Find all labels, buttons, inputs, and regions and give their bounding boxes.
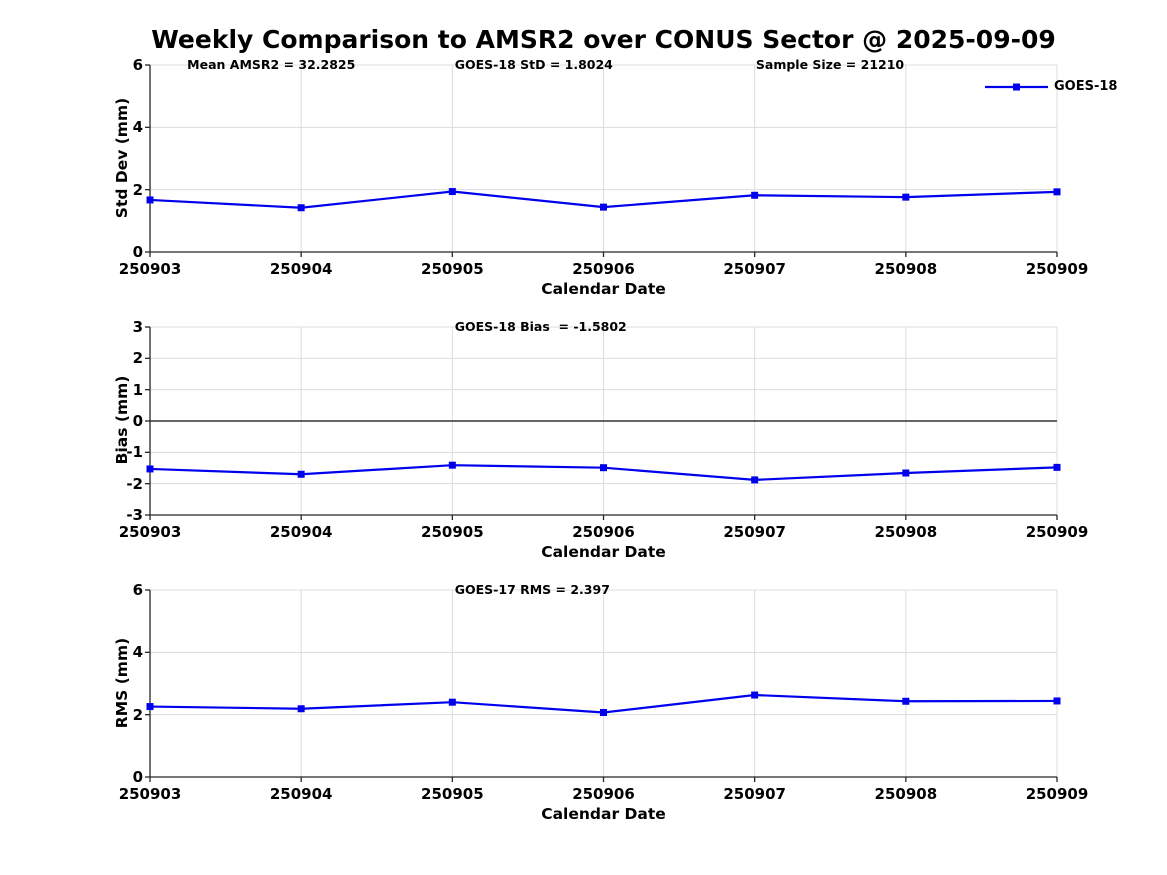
x-axis-label: Calendar Date (541, 805, 666, 823)
y-axis-label: Bias (mm) (113, 375, 131, 465)
data-point-marker (448, 188, 456, 196)
subplot-2-svg (145, 589, 1061, 782)
y-tick-label: 0 (132, 243, 143, 261)
y-axis-label: Std Dev (mm) (113, 97, 131, 218)
data-point-marker (600, 203, 607, 211)
data-point-marker (1053, 188, 1061, 196)
y-tick-label: 2 (132, 180, 143, 199)
y-tick-label: 0 (132, 412, 143, 430)
data-point-marker (902, 469, 910, 477)
data-point-marker (146, 196, 154, 204)
y-tick-label: -2 (126, 474, 143, 493)
y-tick-label: 0 (132, 768, 143, 786)
x-tick-label: 250903 (118, 260, 182, 278)
x-tick-label: 250906 (572, 785, 635, 803)
y-tick-label: 1 (132, 380, 143, 399)
x-tick-label: 250905 (421, 785, 484, 803)
x-tick-label: 250904 (269, 523, 333, 541)
y-tick-label: 4 (132, 643, 143, 662)
x-axis-label: Calendar Date (541, 280, 666, 298)
y-tick-label: 4 (132, 118, 143, 137)
data-point-marker (448, 698, 456, 706)
x-tick-label: 250907 (723, 260, 786, 278)
x-tick-label: 250907 (723, 785, 786, 803)
y-tick-label: 3 (132, 318, 143, 336)
y-axis-label: RMS (mm) (113, 637, 131, 728)
x-tick-label: 250906 (572, 523, 635, 541)
data-point-marker (146, 465, 154, 473)
annotation: Mean AMSR2 = 32.2825 (187, 57, 356, 72)
annotation: Sample Size = 21210 (755, 57, 905, 72)
data-point-marker (902, 193, 910, 201)
x-tick-label: 250904 (269, 785, 333, 803)
subplot-0-svg (145, 64, 1061, 257)
data-point-marker (297, 204, 305, 212)
legend-label: GOES-18 (1054, 79, 1118, 94)
x-axis-label: Calendar Date (541, 543, 666, 561)
x-tick-label: 250907 (723, 523, 786, 541)
data-point-marker (1053, 697, 1061, 705)
x-tick-label: 250909 (1025, 260, 1089, 278)
x-tick-label: 250905 (421, 523, 484, 541)
x-tick-label: 250906 (572, 260, 635, 278)
data-point-marker (600, 708, 607, 716)
y-tick-label: -3 (126, 506, 143, 524)
data-point-marker (1053, 463, 1061, 471)
subplot-1-svg (145, 326, 1061, 520)
data-point-marker (297, 470, 305, 478)
data-point-marker (448, 461, 456, 469)
data-point-marker (902, 697, 910, 705)
data-point-marker (751, 691, 759, 699)
x-tick-label: 250903 (118, 523, 182, 541)
data-point-marker (146, 703, 154, 711)
annotation: GOES-18 Bias = -1.5802 (454, 319, 627, 334)
x-tick-label: 250908 (874, 523, 938, 541)
x-tick-label: 250903 (118, 785, 182, 803)
data-point-marker (297, 705, 305, 713)
y-tick-label: 2 (132, 349, 143, 368)
legend-marker (1013, 83, 1020, 91)
x-tick-label: 250908 (874, 260, 938, 278)
x-tick-label: 250905 (421, 260, 484, 278)
y-tick-label: -1 (126, 443, 143, 462)
data-point-marker (600, 464, 607, 472)
y-tick-label: 6 (132, 581, 143, 599)
x-tick-label: 250909 (1025, 523, 1089, 541)
x-tick-label: 250908 (874, 785, 938, 803)
annotation: GOES-18 StD = 1.8024 (454, 57, 613, 72)
x-tick-label: 250904 (269, 260, 333, 278)
annotation: GOES-17 RMS = 2.397 (454, 582, 610, 597)
chart-title: Weekly Comparison to AMSR2 over CONUS Se… (151, 25, 1056, 54)
x-tick-label: 250909 (1025, 785, 1089, 803)
data-point-marker (751, 191, 759, 199)
data-point-marker (751, 476, 759, 484)
y-tick-label: 6 (132, 56, 143, 74)
y-tick-label: 2 (132, 705, 143, 724)
